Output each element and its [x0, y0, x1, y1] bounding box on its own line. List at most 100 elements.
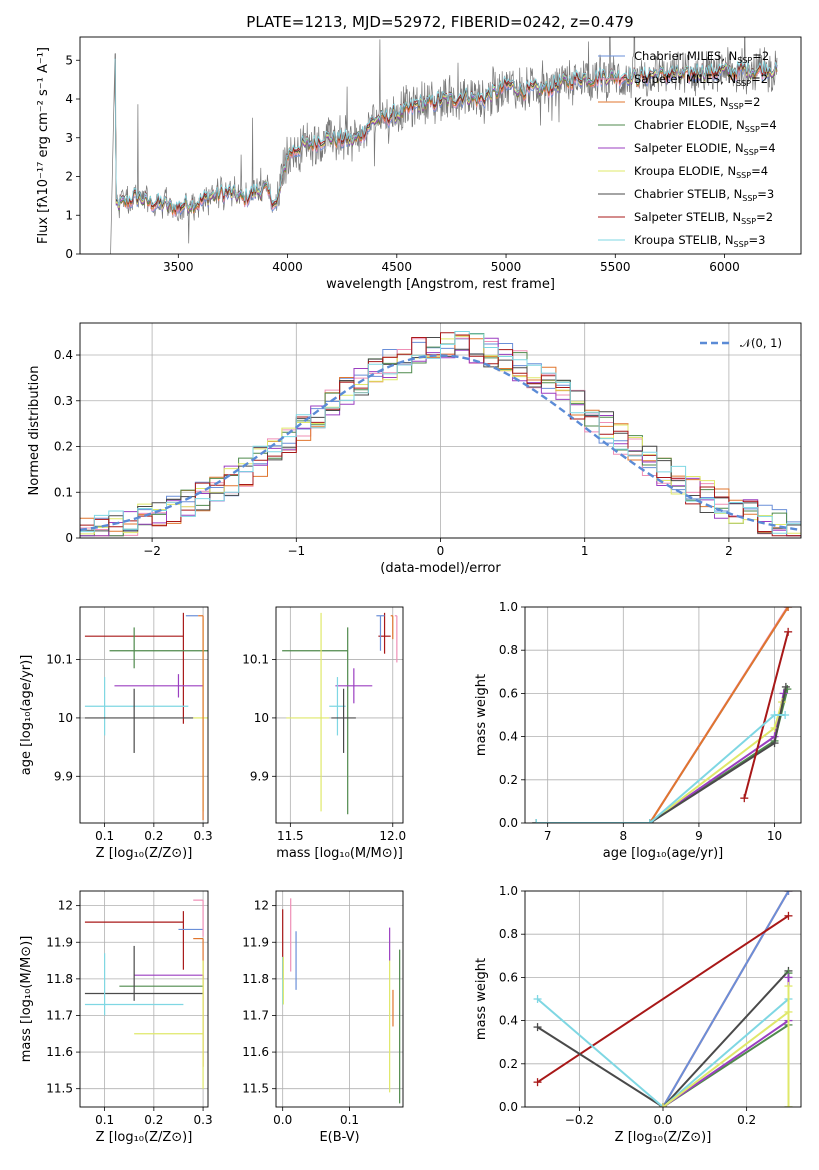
y-tick-label: 11.8 [242, 972, 269, 986]
axes-frame [524, 606, 802, 824]
y-tick-label: 3 [65, 131, 73, 145]
series-line [743, 631, 790, 799]
y-tick-label: 9.9 [54, 769, 73, 783]
series-line [536, 607, 789, 823]
errorbar-salpeter-miles [394, 615, 398, 663]
y-tick-label: 11.9 [242, 935, 269, 949]
y-tick-label: 11.5 [242, 1082, 269, 1096]
x-tick-label: 0.2 [144, 1113, 163, 1127]
x-tick-label: 0.1 [95, 829, 114, 843]
legend-entry-subscript: SSP [736, 171, 751, 180]
errorbar-kroupa-elodie [193, 618, 208, 812]
y-tick-label: 11.5 [46, 1082, 73, 1096]
legend-entry-count: =4 [759, 141, 776, 155]
x-tick-label: 0.1 [340, 1113, 359, 1127]
legend-entry-subscript: SSP [737, 56, 752, 65]
series-line [536, 607, 789, 823]
legend-entry: Kroupa STELIB, NSSP=3 [634, 233, 765, 249]
legend-entry: Salpeter STELIB, NSSP=2 [634, 210, 773, 226]
x-tick-label: 0.0 [273, 1113, 292, 1127]
legend-entry-name: Chabrier MILES, N [634, 49, 737, 63]
x-tick-label: 4500 [382, 260, 413, 274]
errorbar-salpeter-elodie [335, 668, 373, 704]
y-tick-label: 9.9 [250, 769, 269, 783]
series-line [536, 607, 789, 823]
legend-entry-subscript: SSP [736, 79, 751, 88]
y-tick-label: 4 [65, 92, 73, 106]
legend-entry-name: Salpeter STELIB, N [634, 210, 741, 224]
x-axis-label: Z [log₁₀(Z/Z⊙)] [615, 1130, 712, 1145]
x-tick-label: 9 [695, 829, 703, 843]
legend-entry: Kroupa ELODIE, NSSP=4 [634, 164, 768, 180]
legend-entry-subscript: SSP [734, 240, 749, 249]
x-tick-label: 0.2 [144, 829, 163, 843]
y-tick-label: 11.6 [242, 1045, 269, 1059]
y-tick-label: 11.7 [242, 1008, 269, 1022]
x-tick-label: −0.2 [565, 1113, 594, 1127]
errorbar-chabrier-elodie [282, 627, 349, 815]
legend-entry-count: =3 [757, 187, 774, 201]
y-tick-label: 0.4 [499, 730, 518, 744]
plot-area [80, 331, 801, 537]
errorbar-chabrier-stelib [84, 688, 194, 753]
axes-mass-weight-vs-Z: −0.2 0.0 0.2 0.0 0.2 0.4 0.6 0.8 1.0 Z [log₁₀(Z/Z… [474, 884, 802, 1145]
x-tick-label: 0.2 [737, 1113, 756, 1127]
axes-age-vs-mass: 11.5 12.0 9.9 10 10.1 mass [log₁₀(M/M⊙)] [242, 606, 406, 861]
legend-entry-subscript: SSP [742, 194, 757, 203]
series-kroupa-stelib [532, 711, 790, 823]
plot-area [532, 607, 793, 823]
x-axis-label: mass [log₁₀(M/M⊙)] [276, 846, 403, 861]
spectrum-model-kroupa-stelib [114, 58, 778, 211]
legend-entry-count: =3 [749, 233, 766, 247]
x-tick-label: 10 [767, 829, 782, 843]
x-tick-label: −2 [143, 544, 161, 558]
x-axis-label: wavelength [Angstrom, rest frame] [326, 277, 555, 292]
legend-entry-name: Kroupa MILES, N [634, 95, 729, 109]
legend-entry: Salpeter ELODIE, NSSP=4 [634, 141, 776, 157]
legend-entry-count: =2 [751, 72, 768, 86]
errorbar-salpeter-stelib [84, 911, 184, 970]
y-tick-label: 11.9 [46, 935, 73, 949]
plot-area [282, 612, 398, 815]
legend-entry: Kroupa MILES, NSSP=2 [634, 95, 760, 111]
x-tick-label: 0.1 [95, 1113, 114, 1127]
legend-entry-subscript: SSP [729, 102, 744, 111]
series-salpeter-miles [532, 607, 792, 823]
errorbar-kroupa-miles [193, 937, 204, 1067]
x-tick-label: 5000 [491, 260, 522, 274]
x-tick-label: 8 [619, 829, 627, 843]
y-axis-label: mass weight [474, 674, 489, 756]
legend-entry: Chabrier MILES, NSSP=2 [634, 49, 769, 65]
axes-frame [79, 322, 802, 539]
errorbar-kroupa-miles [198, 615, 204, 821]
legend-entry-count: =4 [760, 118, 777, 132]
errorbar-kroupa-stelib [84, 677, 189, 736]
axes-frame [275, 890, 404, 1108]
legend-entry-count: =2 [756, 210, 773, 224]
x-tick-label: 0.3 [194, 1113, 213, 1127]
y-axis-label: mass weight [474, 958, 489, 1040]
legend-entry-name: Chabrier ELODIE, N [634, 118, 745, 132]
normal-curve [80, 354, 801, 532]
series-salpeter-stelib [740, 627, 793, 803]
series-chabrier-miles [532, 607, 793, 823]
axes-frame [79, 606, 209, 824]
legend-entry: Chabrier STELIB, NSSP=3 [634, 187, 774, 203]
axes-residuals: −2 −1 0 1 2 0 0.1 0.2 0.3 0.4 (data-model)/error No… [27, 322, 802, 576]
legend-entry-subscript: SSP [745, 125, 760, 134]
y-tick-label: 11.8 [46, 972, 73, 986]
x-tick-label: 0 [437, 544, 445, 558]
legend-entry-name: Chabrier STELIB, N [634, 187, 742, 201]
y-tick-label: 0 [65, 531, 73, 545]
y-tick-label: 0.1 [54, 485, 73, 499]
legend-entry-count: =4 [751, 164, 768, 178]
x-tick-label: 5500 [600, 260, 631, 274]
series-line [536, 998, 790, 1107]
legend-entry-count: =2 [752, 49, 769, 63]
y-tick-label: 0.6 [499, 686, 518, 700]
series-line [662, 891, 790, 1107]
y-tick-label: 10 [254, 711, 269, 725]
figure-title: PLATE=1213, MJD=52972, FIBERID=0242, z=0… [246, 13, 633, 31]
axes-age-vs-Z: 0.1 0.2 0.3 9.9 10 10.1 Z [log₁₀(Z/Z⊙)] age [lo… [19, 606, 213, 861]
